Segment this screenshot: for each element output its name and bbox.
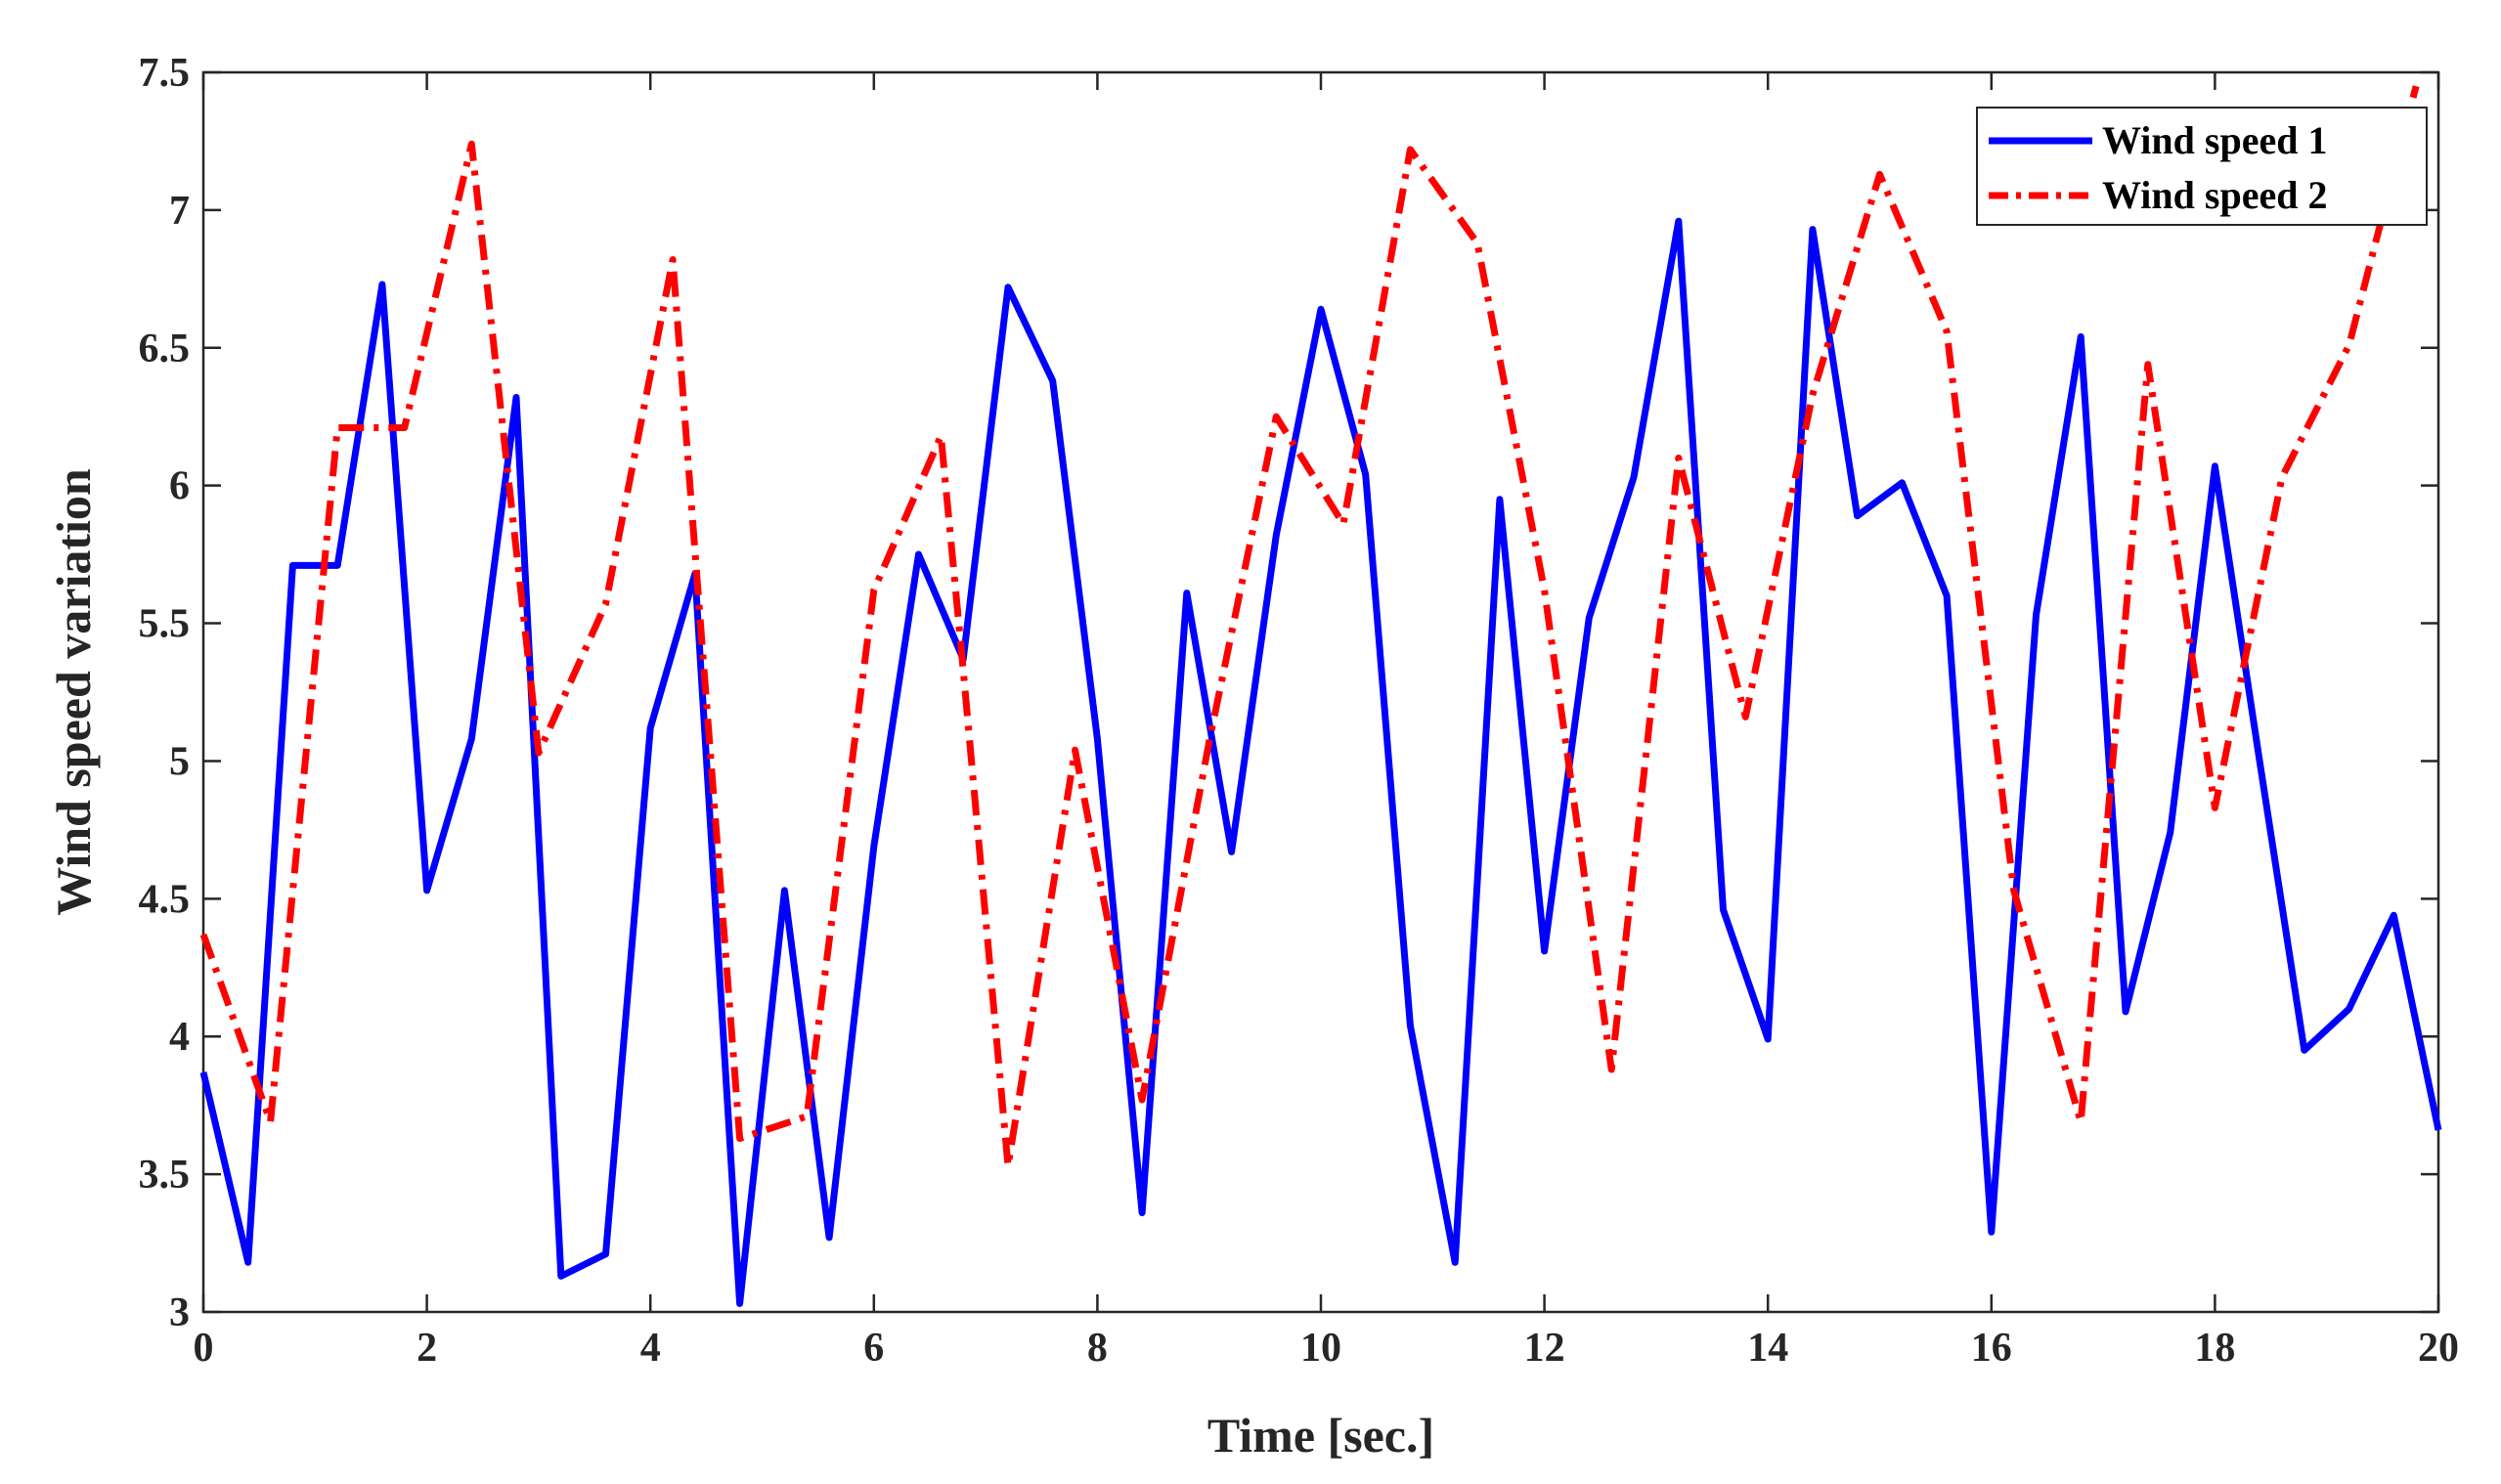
plot-area bbox=[201, 70, 2440, 1314]
x-tick-label: 14 bbox=[1747, 1326, 1788, 1371]
series-line-2 bbox=[199, 85, 2420, 1170]
y-tick-label: 7.5 bbox=[139, 51, 191, 96]
series-line-1 bbox=[199, 217, 2442, 1307]
y-tick-label: 6.5 bbox=[139, 327, 191, 371]
x-tick-label: 4 bbox=[640, 1326, 661, 1371]
y-tick-label: 3.5 bbox=[139, 1153, 191, 1198]
x-tick-label: 10 bbox=[1300, 1326, 1341, 1371]
x-tick-label: 16 bbox=[1971, 1326, 2012, 1371]
legend: Wind speed 1 Wind speed 2 bbox=[1976, 107, 2428, 226]
series-layer bbox=[199, 85, 2442, 1307]
legend-label-1: Wind speed 1 bbox=[2102, 118, 2327, 162]
x-tick-label: 12 bbox=[1524, 1326, 1565, 1371]
x-tick-label: 6 bbox=[863, 1326, 884, 1371]
y-tick-label: 3 bbox=[169, 1290, 190, 1335]
x-tick-label: 20 bbox=[2418, 1326, 2459, 1371]
y-tick-label: 5.5 bbox=[139, 602, 191, 647]
y-tick-label: 7 bbox=[169, 189, 190, 234]
tick-layer: 0 2 4 6 8 10 12 14 16 18 20 3 3.5 4 4.5 5 5.5 6 6.5 7 7.5 bbox=[139, 51, 2460, 1371]
y-tick-label: 5 bbox=[169, 739, 190, 784]
x-tick-label: 0 bbox=[194, 1326, 214, 1371]
x-tick-label: 2 bbox=[417, 1326, 437, 1371]
y-tick-label: 6 bbox=[169, 464, 190, 509]
x-axis-title: Time [sec.] bbox=[1207, 1408, 1434, 1462]
y-tick-label: 4 bbox=[169, 1015, 190, 1060]
y-axis-title: Wind speed variation bbox=[46, 468, 101, 916]
x-tick-label: 18 bbox=[2194, 1326, 2235, 1371]
legend-box bbox=[1976, 107, 2428, 226]
legend-label-2: Wind speed 2 bbox=[2102, 173, 2327, 217]
y-tick-label: 4.5 bbox=[139, 877, 191, 922]
x-tick-label: 8 bbox=[1087, 1326, 1108, 1371]
